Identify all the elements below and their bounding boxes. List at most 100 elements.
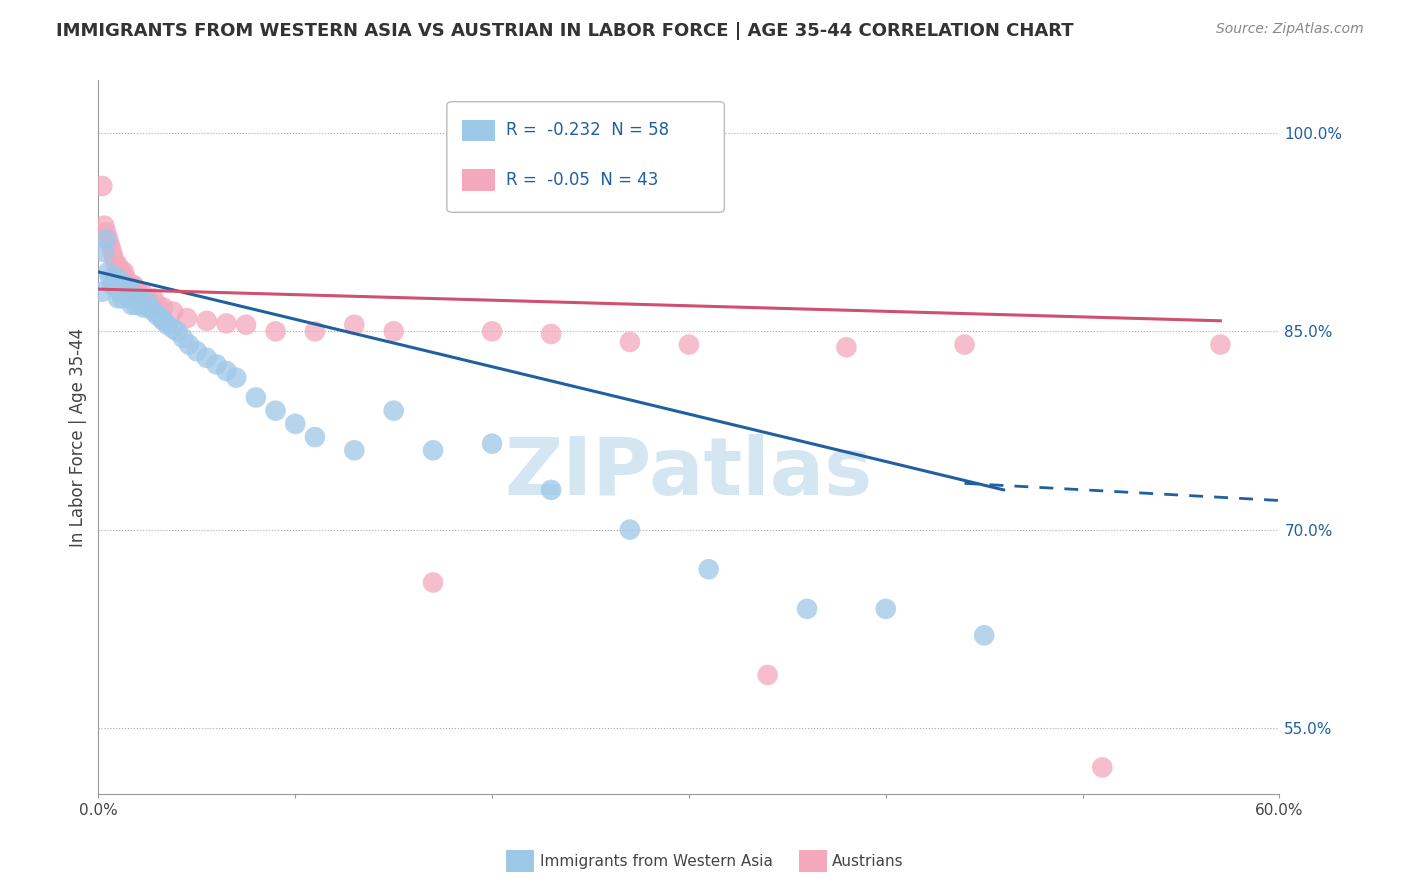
Point <box>215 317 238 331</box>
Point <box>245 391 267 405</box>
Text: R =  -0.05  N = 43: R = -0.05 N = 43 <box>506 171 658 189</box>
Point <box>422 575 444 590</box>
Point <box>127 291 149 305</box>
Point <box>107 271 129 285</box>
Point <box>284 417 307 431</box>
Text: Source: ZipAtlas.com: Source: ZipAtlas.com <box>1216 22 1364 37</box>
Point <box>304 430 326 444</box>
Point <box>343 318 366 332</box>
Point <box>215 364 238 378</box>
Point <box>93 245 115 260</box>
Point <box>1091 760 1114 774</box>
Point <box>118 291 141 305</box>
Point <box>136 295 159 310</box>
Point <box>152 314 174 328</box>
Point <box>756 668 779 682</box>
Point <box>98 271 121 285</box>
Point <box>117 282 139 296</box>
FancyBboxPatch shape <box>463 120 495 141</box>
FancyBboxPatch shape <box>463 169 495 191</box>
Point <box>91 179 114 194</box>
Point <box>481 324 503 338</box>
Point <box>195 314 218 328</box>
Point <box>118 285 141 299</box>
Point <box>96 232 118 246</box>
Point <box>138 301 160 315</box>
Point <box>875 602 897 616</box>
Point <box>156 318 179 332</box>
Point <box>131 285 153 299</box>
Point <box>142 291 165 305</box>
Point <box>796 602 818 616</box>
Point <box>146 298 169 312</box>
Text: IMMIGRANTS FROM WESTERN ASIA VS AUSTRIAN IN LABOR FORCE | AGE 35-44 CORRELATION : IMMIGRANTS FROM WESTERN ASIA VS AUSTRIAN… <box>56 22 1074 40</box>
Point <box>115 271 138 285</box>
Y-axis label: In Labor Force | Age 35-44: In Labor Force | Age 35-44 <box>69 327 87 547</box>
Point <box>108 265 131 279</box>
Point <box>108 278 131 293</box>
Point <box>125 285 148 299</box>
Point <box>225 370 247 384</box>
Point <box>127 285 149 299</box>
Point <box>118 278 141 293</box>
Point <box>121 278 143 293</box>
Point <box>91 285 114 299</box>
Point <box>973 628 995 642</box>
Point <box>481 436 503 450</box>
Point <box>112 265 135 279</box>
Point <box>121 298 143 312</box>
Point <box>678 337 700 351</box>
Point <box>343 443 366 458</box>
Point <box>382 403 405 417</box>
Point <box>125 298 148 312</box>
Point <box>122 278 145 293</box>
Point <box>107 258 129 272</box>
Text: Austrians: Austrians <box>832 855 904 869</box>
Point <box>136 291 159 305</box>
Point <box>108 285 131 299</box>
Point <box>235 318 257 332</box>
Point <box>1209 337 1232 351</box>
Point <box>107 291 129 305</box>
Point <box>152 301 174 315</box>
Point <box>835 340 858 354</box>
Point <box>146 309 169 323</box>
Point <box>105 258 128 272</box>
Point <box>112 278 135 293</box>
Point <box>103 278 125 293</box>
Point <box>111 291 134 305</box>
Point <box>162 322 184 336</box>
Point <box>122 291 145 305</box>
Point <box>132 301 155 315</box>
Point <box>540 326 562 341</box>
Point <box>619 523 641 537</box>
Point <box>166 324 188 338</box>
Point <box>93 219 115 233</box>
Text: ZIPatlas: ZIPatlas <box>505 434 873 512</box>
Point <box>96 225 118 239</box>
Point <box>150 311 173 326</box>
Point <box>97 265 120 279</box>
Point <box>101 245 124 260</box>
Text: R =  -0.232  N = 58: R = -0.232 N = 58 <box>506 121 669 139</box>
Point <box>382 324 405 338</box>
Point <box>105 271 128 285</box>
Point <box>195 351 218 365</box>
Point <box>697 562 720 576</box>
Point <box>162 304 184 318</box>
Point <box>115 285 138 299</box>
Point <box>264 324 287 338</box>
Point <box>540 483 562 497</box>
Point <box>98 238 121 252</box>
Text: Immigrants from Western Asia: Immigrants from Western Asia <box>540 855 773 869</box>
Point <box>111 285 134 299</box>
Point <box>117 287 139 301</box>
Point <box>117 278 139 293</box>
Point <box>97 232 120 246</box>
Point <box>304 324 326 338</box>
Point <box>112 285 135 299</box>
Point <box>186 344 208 359</box>
Point <box>953 337 976 351</box>
Point <box>172 331 194 345</box>
Point <box>619 334 641 349</box>
